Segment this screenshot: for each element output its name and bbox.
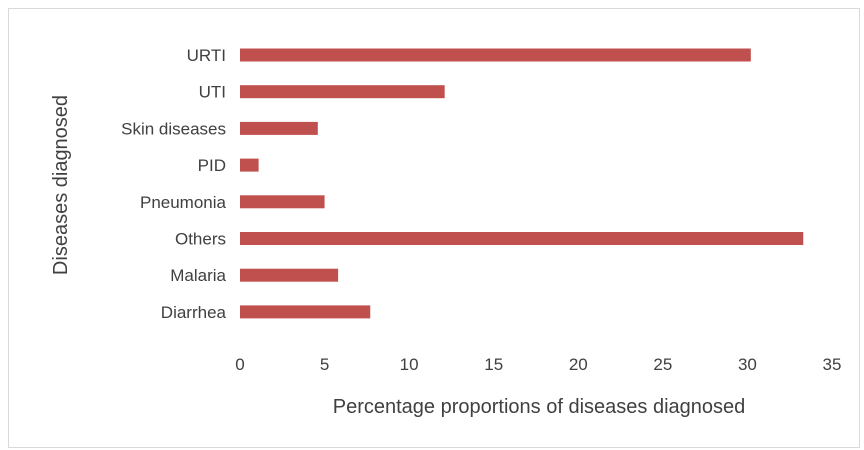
bar-malaria bbox=[240, 268, 339, 282]
category-label: Diarrhea bbox=[161, 303, 227, 322]
bar-uti bbox=[240, 85, 445, 99]
category-labels: URTI UTI Skin diseases PID Pneumonia Others Ma… bbox=[121, 46, 226, 322]
category-label: PID bbox=[198, 156, 226, 175]
bar-urti bbox=[240, 48, 751, 62]
category-label: Malaria bbox=[170, 266, 226, 285]
bar-pneumonia bbox=[240, 195, 325, 209]
bars-group bbox=[240, 48, 804, 319]
x-tick-label: 5 bbox=[320, 355, 329, 374]
category-label: Skin diseases bbox=[121, 119, 226, 138]
x-axis-title: Percentage proportions of diseases diagn… bbox=[333, 396, 746, 418]
category-label: Pneumonia bbox=[140, 193, 227, 212]
bar-pid bbox=[240, 158, 259, 172]
y-axis-title: Diseases diagnosed bbox=[50, 95, 72, 275]
x-tick-label: 10 bbox=[400, 355, 419, 374]
bar-others bbox=[240, 232, 804, 245]
x-tick-label: 35 bbox=[823, 355, 842, 374]
x-tick-label: 0 bbox=[235, 355, 244, 374]
chart-frame bbox=[8, 8, 860, 448]
bar-skin-diseases bbox=[240, 121, 318, 135]
x-tick-labels: 0 5 10 15 20 25 30 35 bbox=[235, 355, 841, 374]
x-tick-label: 15 bbox=[484, 355, 503, 374]
x-tick-label: 20 bbox=[569, 355, 588, 374]
bar-diarrhea bbox=[240, 305, 371, 319]
x-tick-label: 30 bbox=[738, 355, 757, 374]
category-label: UTI bbox=[199, 83, 226, 102]
category-label: URTI bbox=[187, 46, 226, 65]
x-tick-label: 25 bbox=[653, 355, 672, 374]
category-label: Others bbox=[175, 230, 226, 249]
